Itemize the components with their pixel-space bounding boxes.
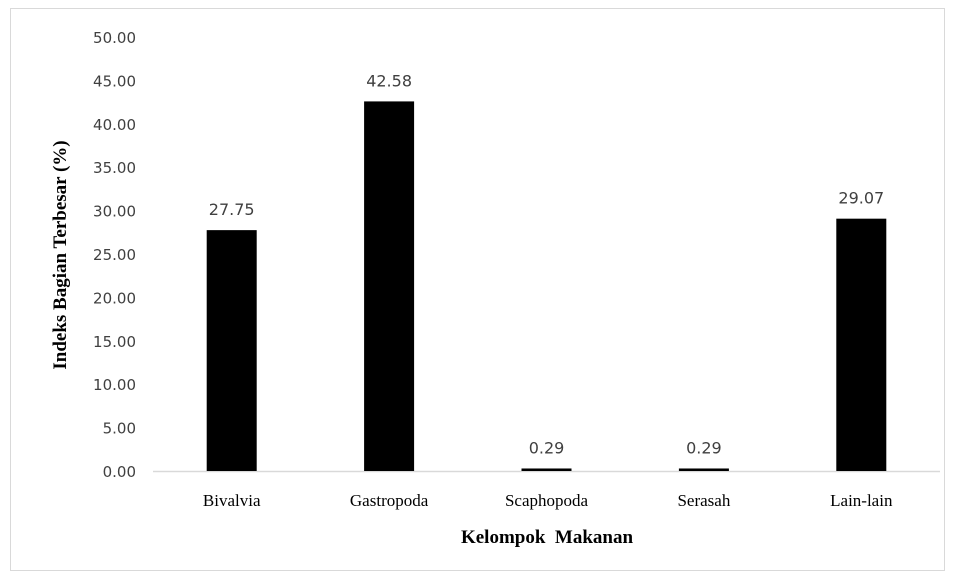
y-axis-ticks: 0.00 5.00 10.00 15.00 20.00 25.00 30.00 35.00 40… [93, 29, 136, 481]
bar-bivalvia [206, 230, 257, 471]
y-tick-label: 20.00 [93, 289, 136, 307]
y-tick-label: 40.00 [93, 116, 136, 134]
data-label-serasah: 0.29 [686, 438, 722, 457]
data-label-lain-lain: 29.07 [838, 189, 884, 208]
category-label-lain-lain: Lain-lain [830, 491, 893, 510]
y-tick-label: 15.00 [93, 333, 136, 351]
y-axis-title: Indeks Bagian Terbesar (%) [50, 140, 71, 369]
data-labels: 27.75 42.58 0.29 0.29 29.07 [209, 71, 884, 457]
x-axis-title: Kelompok Makanan [461, 527, 634, 548]
data-label-scaphopoda: 0.29 [529, 438, 565, 457]
chart-frame [10, 8, 945, 571]
bar-lain-lain [836, 218, 887, 471]
y-tick-label: 10.00 [93, 376, 136, 394]
bars [206, 101, 887, 471]
y-tick-label: 50.00 [93, 29, 136, 47]
category-label-bivalvia: Bivalvia [203, 491, 261, 510]
y-tick-label: 45.00 [93, 72, 136, 90]
y-tick-label: 35.00 [93, 159, 136, 177]
data-label-gastropoda: 42.58 [366, 71, 412, 90]
category-label-gastropoda: Gastropoda [350, 491, 429, 510]
y-tick-label: 25.00 [93, 246, 136, 264]
category-labels: Bivalvia Gastropoda Scaphopoda Serasah Lain-… [203, 491, 893, 510]
category-label-scaphopoda: Scaphopoda [505, 491, 589, 510]
y-tick-label: 30.00 [93, 203, 136, 221]
y-tick-label: 0.00 [103, 463, 136, 481]
category-label-serasah: Serasah [677, 491, 730, 510]
data-label-bivalvia: 27.75 [209, 200, 255, 219]
y-tick-label: 5.00 [103, 420, 136, 438]
bar-gastropoda [364, 101, 415, 471]
bar-serasah [678, 468, 729, 471]
bar-scaphopoda [521, 468, 572, 471]
